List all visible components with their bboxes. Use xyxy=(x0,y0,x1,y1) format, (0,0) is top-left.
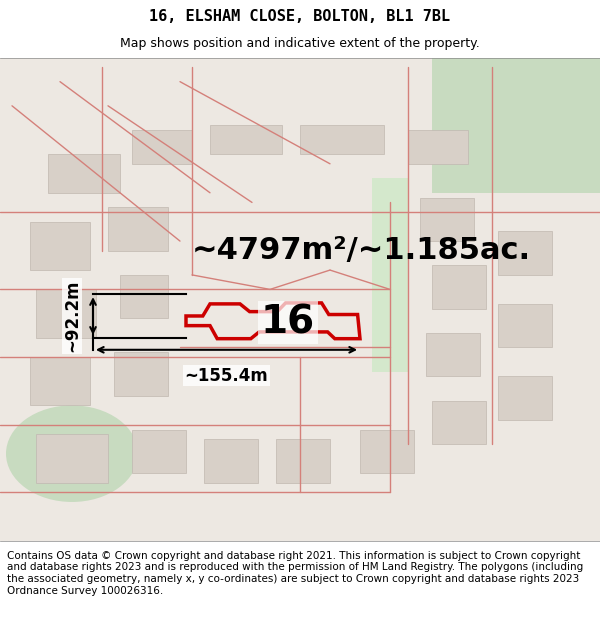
Text: ~155.4m: ~155.4m xyxy=(185,367,268,385)
Bar xyxy=(498,231,552,275)
Bar xyxy=(30,222,90,270)
Text: Map shows position and indicative extent of the property.: Map shows position and indicative extent… xyxy=(120,37,480,49)
Bar xyxy=(360,429,414,473)
Bar xyxy=(408,130,468,164)
Bar xyxy=(300,125,384,154)
Bar xyxy=(36,289,96,338)
Bar xyxy=(132,130,192,164)
Text: Contains OS data © Crown copyright and database right 2021. This information is : Contains OS data © Crown copyright and d… xyxy=(7,551,583,596)
Bar xyxy=(372,178,408,371)
Bar xyxy=(432,265,486,309)
FancyBboxPatch shape xyxy=(432,58,600,192)
Bar xyxy=(426,333,480,376)
Bar xyxy=(420,198,474,241)
Bar xyxy=(114,352,168,396)
Text: ~92.2m: ~92.2m xyxy=(63,280,81,352)
Bar xyxy=(120,275,168,318)
Bar xyxy=(30,357,90,406)
Bar xyxy=(48,154,120,192)
Text: ~4797m²/~1.185ac.: ~4797m²/~1.185ac. xyxy=(192,236,531,265)
Ellipse shape xyxy=(6,406,138,502)
Bar xyxy=(432,401,486,444)
Bar xyxy=(36,434,108,482)
Text: 16, ELSHAM CLOSE, BOLTON, BL1 7BL: 16, ELSHAM CLOSE, BOLTON, BL1 7BL xyxy=(149,9,451,24)
Bar xyxy=(210,125,282,154)
Bar xyxy=(276,439,330,483)
Bar xyxy=(108,208,168,251)
Bar xyxy=(204,439,258,483)
Bar xyxy=(498,304,552,348)
Bar xyxy=(132,429,186,473)
Text: 16: 16 xyxy=(261,303,315,341)
Bar xyxy=(498,376,552,420)
